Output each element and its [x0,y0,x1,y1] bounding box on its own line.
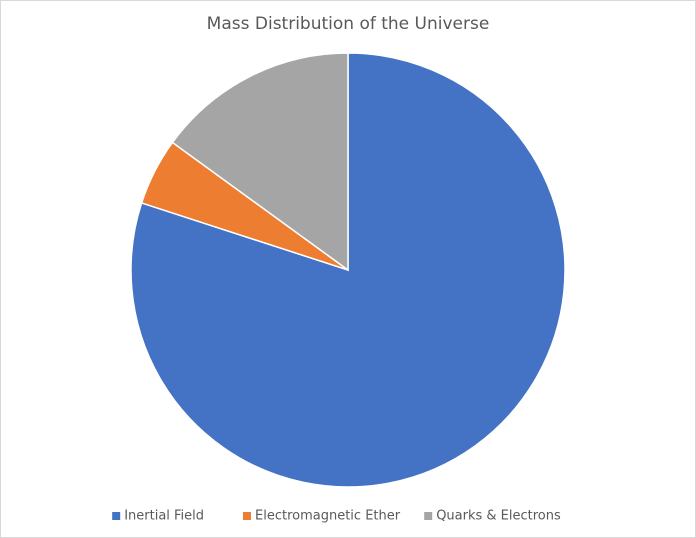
legend-swatch [243,512,251,520]
legend-label: Electromagnetic Ether [255,509,401,524]
legend-swatch [424,512,433,520]
chart-title: Mass Distribution of the Universe [207,14,490,34]
pie-slice [171,52,349,272]
legend-label: Quarks & Electrons [436,509,561,524]
legend-label: Inertial Field [124,509,204,524]
legend-swatch [112,512,121,520]
